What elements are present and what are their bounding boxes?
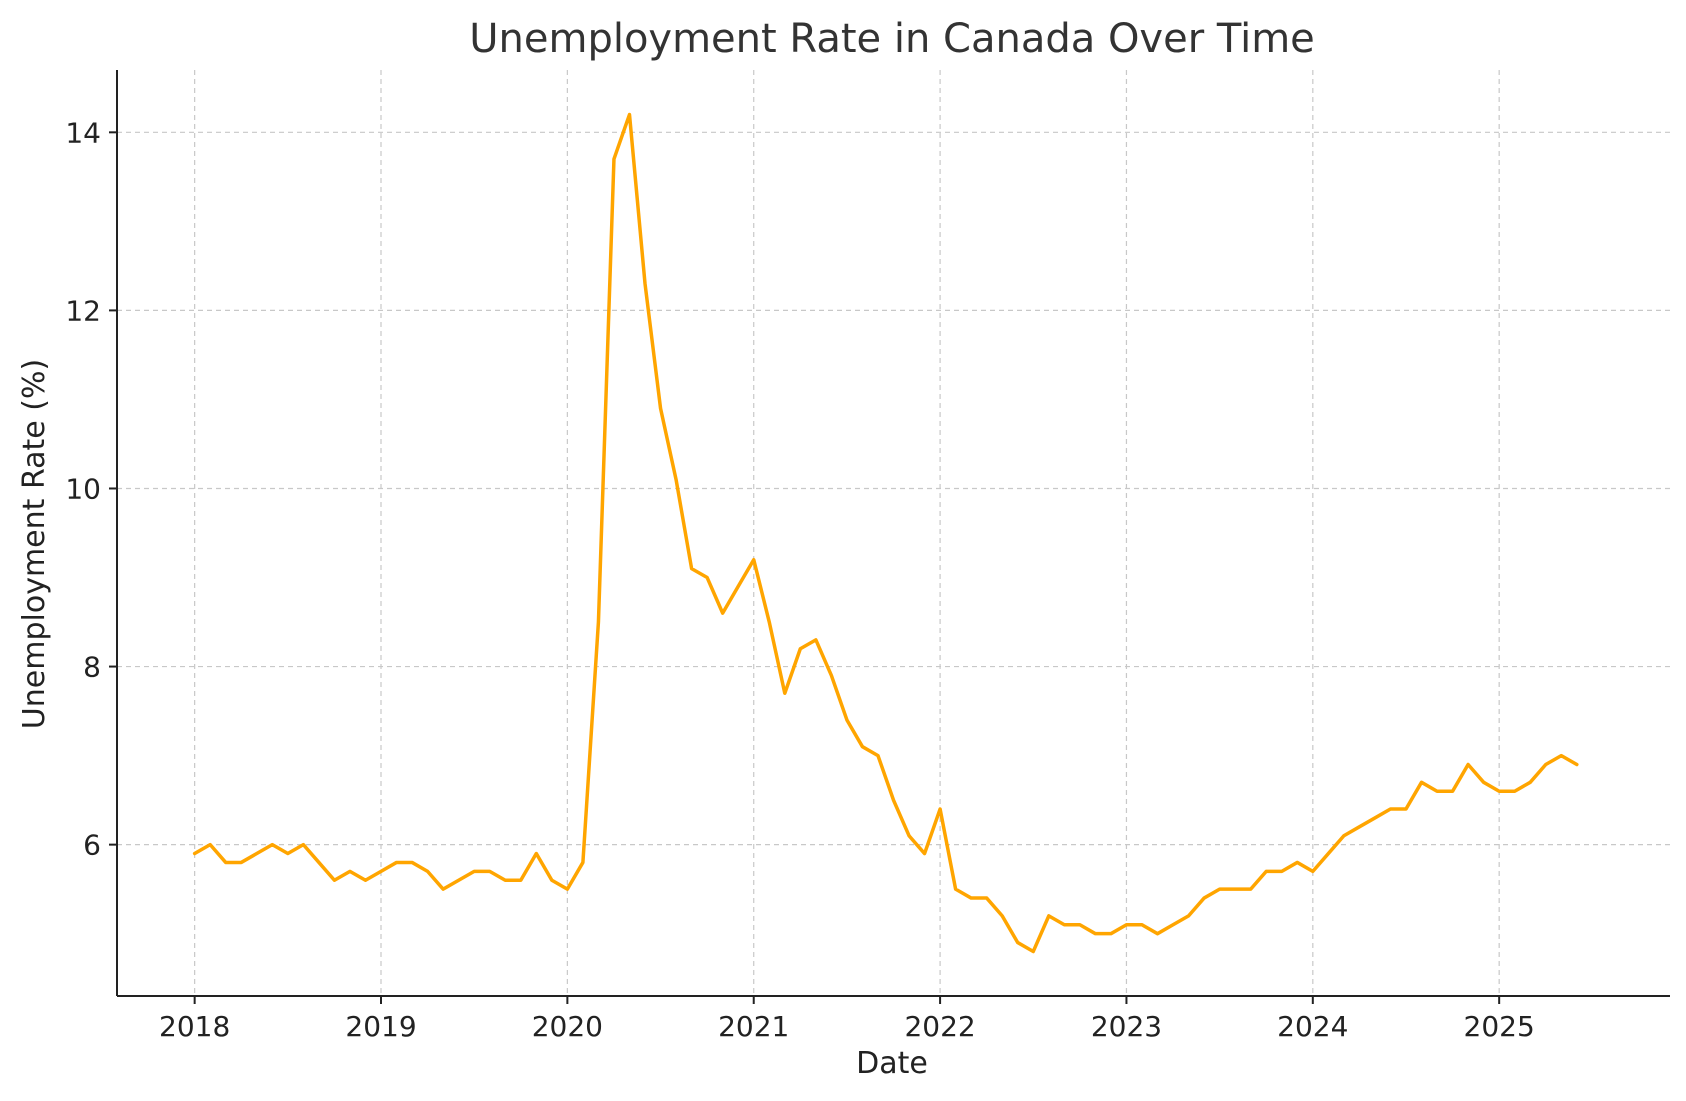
y-tick-label-6: 6 — [83, 829, 101, 862]
axes — [116, 70, 1670, 997]
x-tick-label-2025: 2025 — [1464, 1010, 1535, 1043]
x-axis-ticks: 2018 2019 2020 2021 2022 2023 2024 2025 — [159, 996, 1535, 1043]
y-tick-label-12: 12 — [65, 294, 101, 327]
y-tick-label-8: 8 — [83, 651, 101, 684]
grid-lines — [117, 70, 1670, 996]
x-tick-label-2020: 2020 — [532, 1010, 603, 1043]
x-axis-label: Date — [856, 1046, 928, 1081]
y-axis-label: Unemployment Rate (%) — [17, 359, 52, 729]
x-tick-label-2022: 2022 — [904, 1010, 975, 1043]
x-tick-label-2021: 2021 — [718, 1010, 789, 1043]
y-tick-label-10: 10 — [65, 472, 101, 505]
series-layer — [192, 112, 1579, 954]
chart-title: Unemployment Rate in Canada Over Time — [469, 16, 1315, 62]
y-axis-ticks: 6 8 10 12 14 — [65, 116, 117, 862]
series-line-0 — [192, 112, 1579, 954]
x-tick-label-2024: 2024 — [1277, 1010, 1348, 1043]
y-tick-label-14: 14 — [65, 116, 101, 149]
x-tick-label-2018: 2018 — [159, 1010, 230, 1043]
x-tick-label-2023: 2023 — [1091, 1010, 1162, 1043]
x-tick-label-2019: 2019 — [345, 1010, 416, 1043]
